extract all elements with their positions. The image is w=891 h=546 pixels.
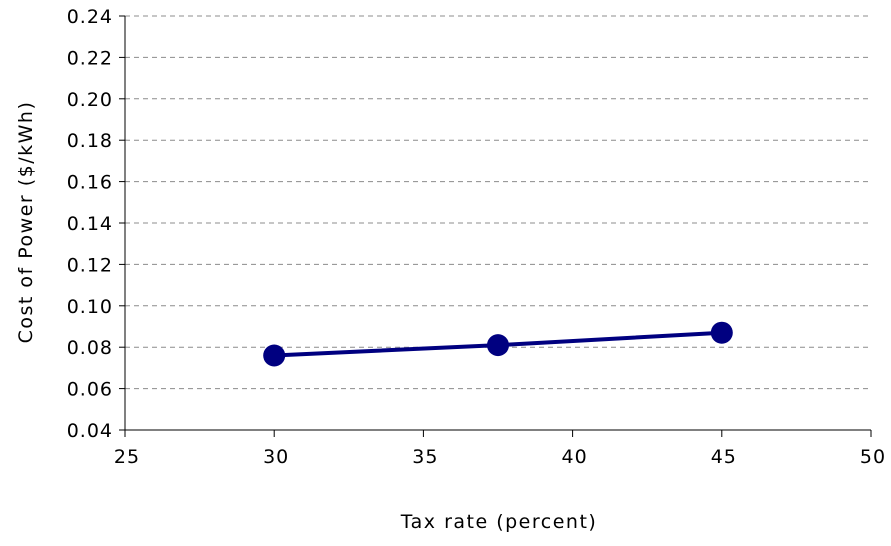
y-tick-label: 0.24 xyxy=(67,6,113,28)
y-tick-label: 0.14 xyxy=(67,213,113,235)
x-tick-label: 35 xyxy=(412,446,438,468)
data-point xyxy=(263,344,286,367)
x-tick-label: 45 xyxy=(711,446,737,468)
data-point xyxy=(487,334,509,357)
y-tick-label: 0.10 xyxy=(67,296,113,318)
data-point xyxy=(710,321,733,344)
y-tick-label: 0.20 xyxy=(67,89,113,111)
x-tick-labels: 25 30 35 40 45 50 xyxy=(114,446,886,468)
y-tick-label: 0.12 xyxy=(67,254,113,276)
series-group xyxy=(263,321,733,367)
y-tick-label: 0.22 xyxy=(67,47,113,69)
y-tick-label: 0.04 xyxy=(67,420,113,442)
y-tick-label: 0.08 xyxy=(67,337,113,359)
axes xyxy=(119,15,872,437)
y-tick-label: 0.06 xyxy=(67,379,113,401)
x-axis-title: Tax rate (percent) xyxy=(400,511,598,533)
gridlines xyxy=(125,15,871,390)
y-tick-label: 0.18 xyxy=(67,130,113,152)
x-tick-label: 50 xyxy=(860,446,886,468)
y-tick-labels: 0.04 0.06 0.08 0.10 0.12 0.14 0.16 0.18 0.20 0.22… xyxy=(67,6,113,442)
x-tick-label: 30 xyxy=(263,446,289,468)
y-tick-label: 0.16 xyxy=(67,172,113,194)
x-tick-label: 40 xyxy=(562,446,588,468)
x-tick-label: 25 xyxy=(114,446,140,468)
y-axis-title: Cost of Power ($/kWh) xyxy=(15,101,37,344)
